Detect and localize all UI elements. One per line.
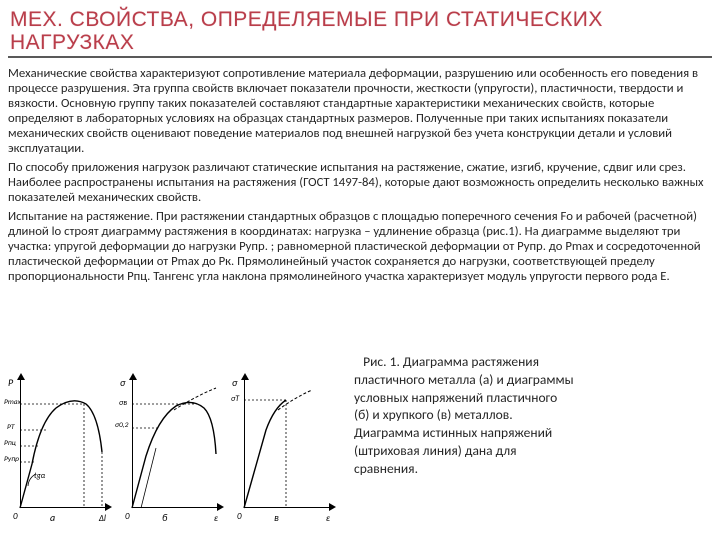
label-s02: σ0,2 <box>115 421 128 430</box>
caption-line: (штриховая линия) дана для <box>354 442 714 460</box>
curve-b <box>118 374 226 524</box>
caption-line: (б) и хрупкого (в) металлов. <box>354 406 714 424</box>
ylabel-a: P <box>8 376 13 389</box>
ylabel-v: σ <box>232 376 237 389</box>
label-st: σT <box>231 394 239 404</box>
sublabel-a: а <box>50 511 55 524</box>
caption-line: условных напряжений пластичного <box>354 389 714 407</box>
figure-row: P Pmax PT Pпц Pупр tgα 0 Δl а σ σв σ0,2 … <box>6 374 338 524</box>
body-text: Механические свойства характеризуют сопр… <box>0 62 720 284</box>
title-underline <box>8 56 712 58</box>
origin-v: 0 <box>237 511 242 522</box>
xlabel-a: Δl <box>99 513 106 524</box>
figure-a: P Pmax PT Pпц Pупр tgα 0 Δl а <box>6 374 114 524</box>
caption-line: Рис. 1. Диаграмма растяжения <box>354 353 714 371</box>
xlabel-v: ε <box>326 513 330 524</box>
paragraph-1: Механические свойства характеризуют сопр… <box>8 66 708 156</box>
xlabel-b: ε <box>214 513 218 524</box>
label-pt: PT <box>7 423 15 432</box>
caption-line: сравнения. <box>354 460 714 478</box>
sublabel-b: б <box>162 511 167 524</box>
origin-b: 0 <box>125 511 130 522</box>
label-tga: tgα <box>34 471 45 481</box>
figure-v: σ σT 0 ε в <box>230 374 338 524</box>
paragraph-3: Испытание на растяжение. При растяжении … <box>8 209 708 284</box>
ylabel-b: σ <box>120 376 125 389</box>
curve-a <box>6 374 114 524</box>
label-sv: σв <box>119 398 127 408</box>
sublabel-v: в <box>274 511 279 524</box>
origin-a: 0 <box>13 511 18 522</box>
label-pmax: Pmax <box>4 398 21 407</box>
paragraph-2: По способу приложения нагрузок различают… <box>8 160 708 205</box>
caption-line: пластичного металла (а) и диаграммы <box>354 371 714 389</box>
curve-v <box>230 374 338 524</box>
figure-caption: Рис. 1. Диаграмма растяжения пластичного… <box>354 353 714 478</box>
caption-line: Диаграмма истинных напряжений <box>354 424 714 442</box>
label-ppc: Pпц <box>4 439 16 448</box>
label-pupr: Pупр <box>4 455 19 464</box>
figure-b: σ σв σ0,2 0 ε б <box>118 374 226 524</box>
page-title: МЕХ. СВОЙСТВА, ОПРЕДЕЛЯЕМЫЕ ПРИ СТАТИЧЕС… <box>0 0 720 55</box>
